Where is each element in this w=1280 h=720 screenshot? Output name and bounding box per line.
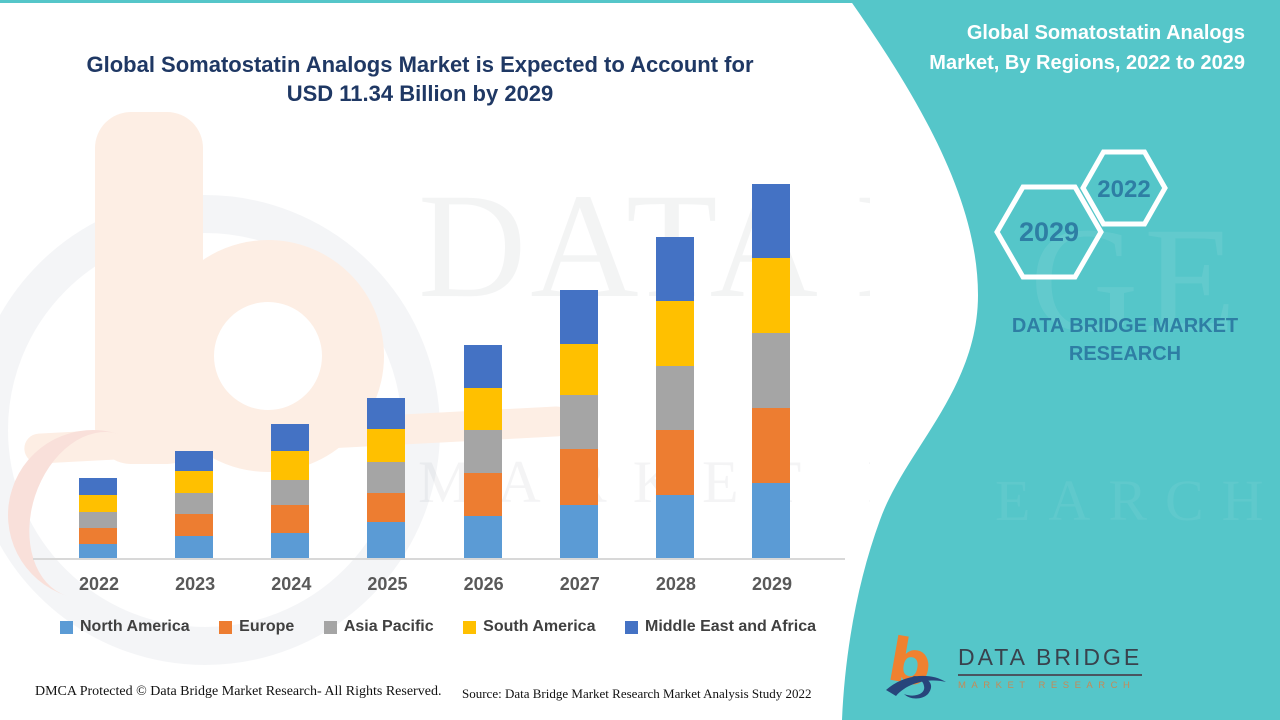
x-axis-label-2025: 2025 <box>367 574 408 594</box>
bar-2026 <box>463 344 502 558</box>
legend-item-south-america: South America <box>463 618 595 636</box>
data-bridge-logo: b DATA BRIDGE MARKET RESEARCH <box>884 630 1143 704</box>
bar-segment-2027-middle-east-and-africa <box>559 290 598 344</box>
bar-segment-2026-asia-pacific <box>463 430 502 474</box>
legend-swatch-north-america <box>60 620 73 634</box>
watermark-on-teal-line2: EARCH <box>995 468 1280 533</box>
legend-swatch-europe <box>219 620 233 634</box>
legend-label-middle-east-and-africa: Middle East and Africa <box>645 618 816 635</box>
logo-tagline: MARKET RESEARCH <box>958 679 1136 691</box>
footer-dmca-text: DMCA Protected © Data Bridge Market Rese… <box>35 684 442 699</box>
bar-segment-2022-europe <box>79 527 117 545</box>
bar-segment-2025-middle-east-and-africa <box>367 398 406 430</box>
legend-label-south-america: South America <box>483 618 596 635</box>
legend-swatch-middle-east-and-africa <box>625 620 638 634</box>
bar-segment-2025-asia-pacific <box>367 462 406 494</box>
data-bridge-logo-icon: b <box>884 630 946 701</box>
bar-segment-2023-north-america <box>175 536 214 558</box>
bar-segment-2022-south-america <box>79 494 117 512</box>
chart-legend: North America Europe Asia Pacific South Ame… <box>60 618 816 636</box>
bar-segment-2026-south-america <box>463 388 502 431</box>
x-axis-label-2027: 2027 <box>559 574 600 594</box>
bar-segment-2029-north-america <box>751 482 790 558</box>
bar-segment-2029-asia-pacific <box>751 333 790 408</box>
bar-segment-2028-asia-pacific <box>655 365 694 430</box>
bar-2027 <box>559 290 598 558</box>
bar-segment-2028-south-america <box>655 300 694 366</box>
legend-swatch-asia-pacific <box>323 620 337 634</box>
bar-segment-2022-north-america <box>79 544 117 558</box>
x-axis-label-2026: 2026 <box>463 574 504 594</box>
x-axis-label-2028: 2028 <box>655 574 696 594</box>
stacked-bar-chart <box>79 183 790 558</box>
legend-item-middle-east-and-africa: Middle East and Africa <box>625 618 816 636</box>
brand-text: DATA BRIDGE MARKET RESEARCH <box>1011 315 1239 365</box>
logo-name: DATA BRIDGE <box>958 644 1143 676</box>
year-hexagons: 2029 2022 <box>994 149 1168 280</box>
bar-segment-2028-north-america <box>655 494 694 558</box>
bar-2028 <box>655 237 694 558</box>
x-axis-labels: 2022 2023 2024 2025 2026 2027 2028 2029 <box>79 574 793 595</box>
legend-item-europe: Europe <box>219 618 294 636</box>
bar-segment-2029-south-america <box>751 258 790 334</box>
bar-2023 <box>175 451 214 558</box>
bar-segment-2023-south-america <box>175 470 214 494</box>
bar-segment-2029-middle-east-and-africa <box>751 183 790 259</box>
bar-segment-2025-south-america <box>367 429 406 463</box>
legend-label-asia-pacific: Asia Pacific <box>343 618 434 635</box>
bar-segment-2027-south-america <box>559 343 598 396</box>
legend-label-europe: Europe <box>239 618 295 635</box>
bar-2022 <box>79 478 117 558</box>
bar-segment-2026-middle-east-and-africa <box>463 344 502 389</box>
x-axis-label-2024: 2024 <box>271 574 312 594</box>
bar-segment-2024-north-america <box>271 532 310 558</box>
legend-swatch-south-america <box>463 620 477 634</box>
bar-segment-2024-asia-pacific <box>271 479 310 506</box>
x-axis-label-2029: 2029 <box>751 574 793 594</box>
bar-segment-2023-middle-east-and-africa <box>175 451 214 471</box>
bar-segment-2022-middle-east-and-africa <box>79 478 117 495</box>
hexagon-2022-label: 2022 <box>1097 176 1150 203</box>
bar-segment-2026-north-america <box>463 516 502 558</box>
side-panel-title: Global Somatostatin Analogs Market, By R… <box>929 22 1245 74</box>
bar-segment-2027-europe <box>559 449 598 505</box>
bar-segment-2023-asia-pacific <box>175 493 214 515</box>
bar-segment-2029-europe <box>751 407 790 483</box>
legend-label-north-america: North America <box>80 618 190 635</box>
bar-segment-2022-asia-pacific <box>79 511 117 528</box>
legend-item-asia-pacific: Asia Pacific <box>323 618 434 636</box>
bar-segment-2025-europe <box>367 493 406 523</box>
top-accent-strip <box>0 0 1280 3</box>
bar-segment-2024-south-america <box>271 451 310 480</box>
bar-segment-2024-middle-east-and-africa <box>271 424 310 452</box>
bar-segment-2028-europe <box>655 429 694 495</box>
x-axis-line <box>33 558 845 560</box>
chart-title: Global Somatostatin Analogs Market is Ex… <box>86 52 754 106</box>
legend-item-north-america: North America <box>60 618 190 636</box>
bar-segment-2023-europe <box>175 514 214 537</box>
bar-segment-2027-north-america <box>559 504 598 558</box>
bar-segment-2025-north-america <box>367 522 406 558</box>
bar-2029 <box>751 183 790 558</box>
bar-segment-2026-europe <box>463 473 502 517</box>
bar-2024 <box>271 424 310 558</box>
footer-source-text: Source: Data Bridge Market Research Mark… <box>462 686 812 701</box>
bar-segment-2027-asia-pacific <box>559 395 598 450</box>
x-axis-label-2022: 2022 <box>79 574 120 594</box>
bar-segment-2028-middle-east-and-africa <box>655 237 694 301</box>
bar-segment-2024-europe <box>271 505 310 533</box>
hexagon-2029-label: 2029 <box>1019 217 1079 247</box>
bar-2025 <box>367 398 406 558</box>
x-axis-label-2023: 2023 <box>175 574 216 594</box>
